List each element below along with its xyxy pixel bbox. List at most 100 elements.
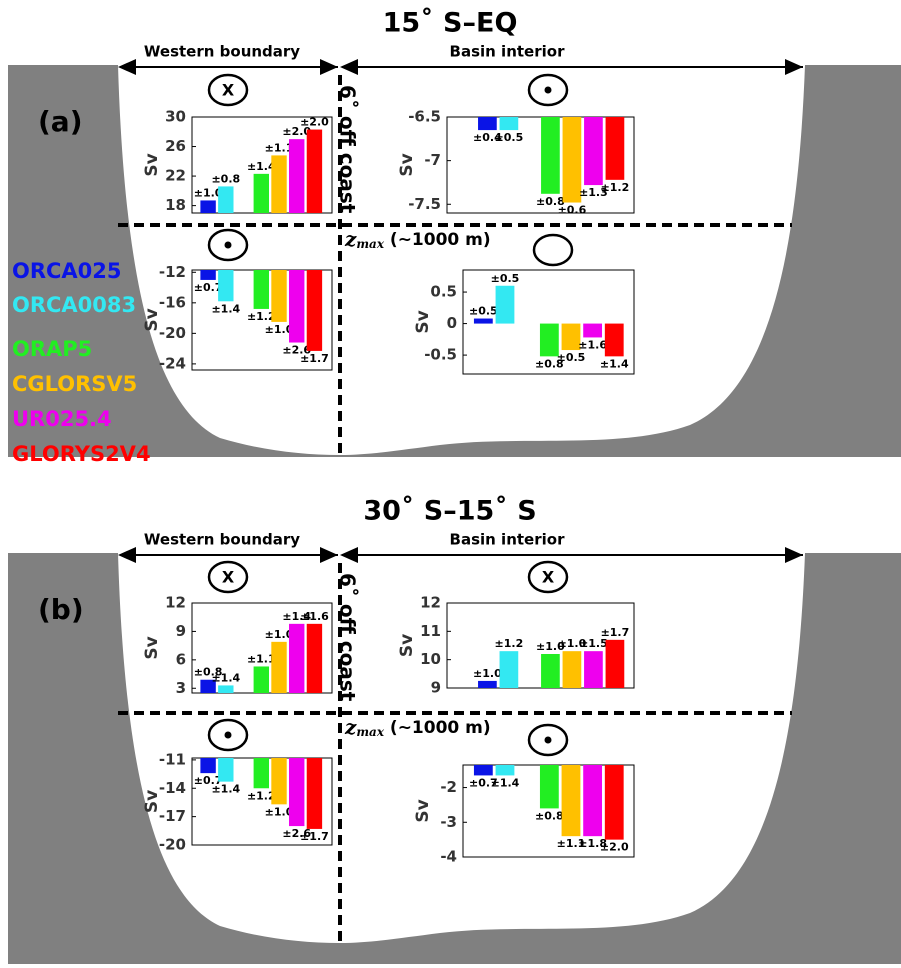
bar (271, 270, 287, 322)
error-label: ±1.8 (578, 837, 607, 850)
error-label: ±1.4 (211, 671, 240, 684)
error-label: ±0.7 (469, 776, 498, 789)
y-tick-label: 6 (176, 650, 186, 668)
y-tick-label: 9 (431, 679, 441, 697)
error-label: ±1.7 (601, 626, 630, 639)
error-label: ±0.5 (557, 351, 586, 364)
error-label: ±1.0 (558, 637, 587, 650)
y-axis-label: Sv (413, 799, 433, 822)
zmax-rest: (~1000 m) (384, 230, 491, 250)
error-label: ±0.6 (558, 204, 587, 217)
y-tick-label: -24 (159, 354, 186, 372)
bar (562, 651, 582, 688)
error-label: ±0.8 (194, 666, 223, 679)
error-label: ±2.0 (282, 125, 311, 138)
y-tick-label: 26 (165, 137, 186, 155)
bar (561, 323, 581, 351)
bar (562, 117, 582, 203)
error-label: ±2.6 (282, 827, 311, 840)
bar (306, 758, 323, 829)
bar (604, 323, 624, 357)
bar (495, 285, 515, 324)
error-label: ±0.8 (536, 195, 565, 208)
bar (541, 654, 560, 688)
error-label: ±0.8 (211, 172, 240, 185)
y-tick-label: 10 (420, 650, 441, 668)
y-tick-label: -20 (159, 836, 186, 854)
error-label: ±0.7 (194, 281, 223, 294)
y-tick-label: 9 (176, 622, 186, 640)
error-label: ±1.6 (300, 610, 329, 623)
flow-symbol-dot (224, 731, 232, 739)
y-tick-label: -11 (159, 750, 186, 768)
bar (289, 270, 305, 343)
bar (218, 186, 234, 213)
y-axis-label: Sv (142, 153, 162, 176)
plot-area (446, 116, 635, 214)
error-label: ±1.0 (265, 323, 294, 336)
bar (253, 173, 269, 213)
error-label: ±2.0 (600, 841, 629, 854)
bar (499, 117, 519, 131)
error-label: ±2.0 (300, 116, 329, 129)
bar (478, 117, 497, 131)
bar (253, 666, 269, 693)
y-tick-label: 0.5 (430, 283, 457, 301)
bar (495, 765, 515, 776)
flow-symbol (207, 560, 249, 594)
error-label: ±1.7 (300, 830, 329, 843)
y-tick-label: 11 (420, 622, 441, 640)
error-label: ±1.5 (579, 637, 608, 650)
y-tick-label: -2 (440, 778, 457, 796)
zmax-label: zmax (~1000 m) (344, 227, 491, 251)
flow-symbol-label: X (222, 568, 235, 587)
zmax-label: zmax (~1000 m) (344, 715, 491, 739)
y-tick-label: -7.5 (408, 195, 441, 213)
error-label: ±1.2 (495, 637, 524, 650)
error-label: ±1.4 (600, 357, 629, 370)
zmax-var: z (344, 715, 357, 739)
y-tick-label: -3 (440, 813, 457, 831)
bar (218, 685, 234, 693)
y-axis-label: Sv (142, 308, 162, 331)
error-label: ±0.4 (473, 131, 502, 144)
error-label: ±1.7 (300, 352, 329, 365)
y-tick-label: -12 (159, 263, 186, 281)
error-label: ±0.8 (535, 809, 564, 822)
y-axis-label: Sv (142, 636, 162, 659)
y-tick-label: -4 (440, 848, 457, 866)
legend-entry: CGLORSV5 (12, 372, 137, 396)
flow-symbol-dot (224, 241, 232, 249)
legend-entry: UR025.4 (12, 407, 112, 431)
bar (499, 651, 519, 688)
y-axis-label: Sv (397, 634, 417, 657)
bar (271, 641, 287, 693)
error-label: ±2.6 (282, 344, 311, 357)
legend-entry: GLORYS2V4 (12, 442, 151, 466)
y-axis-label: Sv (142, 790, 162, 813)
flow-symbol-dot (544, 86, 552, 94)
bar (478, 680, 497, 688)
region-label: Basin interior (450, 43, 566, 61)
bar (200, 200, 216, 213)
bar (289, 139, 305, 213)
legend-entry: ORAP5 (12, 337, 92, 361)
error-label: ±1.4 (247, 160, 276, 173)
flow-symbol-dot (544, 736, 552, 744)
bar (253, 758, 269, 789)
zmax-sub: max (356, 237, 384, 251)
legend-entry: ORCA0083 (12, 293, 136, 317)
bar (561, 765, 581, 837)
bar (218, 758, 234, 782)
bar (253, 270, 269, 309)
flow-symbol (207, 73, 249, 107)
bar (473, 318, 493, 324)
bar (539, 323, 559, 357)
bar (583, 765, 603, 837)
y-tick-label: 3 (176, 679, 186, 697)
y-tick-label: 0 (447, 314, 457, 332)
error-label: ±1.2 (247, 789, 276, 802)
error-label: ±1.0 (194, 186, 223, 199)
zmax-var: z (344, 227, 357, 251)
